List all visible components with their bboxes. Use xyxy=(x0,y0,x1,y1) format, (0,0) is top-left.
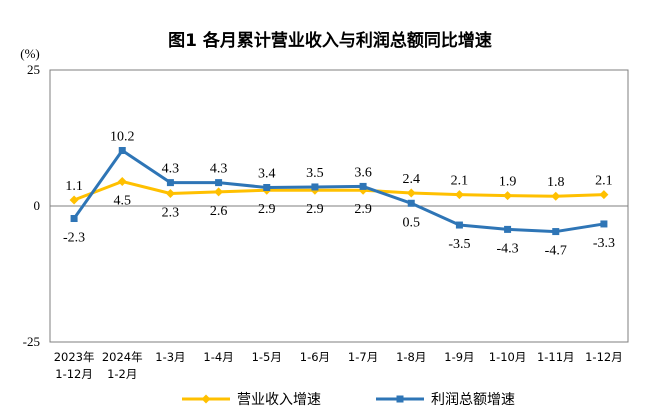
x-tick-label: 1-9月 xyxy=(444,350,474,364)
data-label: -3.5 xyxy=(448,237,470,252)
legend-label: 利润总额增速 xyxy=(431,392,515,408)
series-1-point xyxy=(214,187,224,197)
x-tick-label: 2023年 1-12月 xyxy=(54,350,95,381)
series-1-point xyxy=(551,191,561,201)
series-1-point xyxy=(406,188,416,198)
x-tick-label: 1-4月 xyxy=(203,350,233,364)
data-label: 4.3 xyxy=(162,162,180,177)
data-label: 3.5 xyxy=(306,166,324,181)
y-axis-unit: (%) xyxy=(20,46,40,61)
data-label: 4.3 xyxy=(210,162,228,177)
legend-swatch-marker xyxy=(201,394,211,404)
data-label: 2.9 xyxy=(306,202,324,217)
series-2-point xyxy=(504,225,512,233)
series-2-point xyxy=(455,221,463,229)
series-2-point xyxy=(407,199,415,207)
data-label: 4.5 xyxy=(114,194,132,209)
data-label: 3.4 xyxy=(258,167,276,182)
series-1-point xyxy=(117,177,127,187)
data-label: -4.7 xyxy=(545,244,567,259)
y-tick-label: 0 xyxy=(34,198,41,213)
data-label: -4.3 xyxy=(496,241,518,256)
data-label: 1.9 xyxy=(499,175,517,190)
series-2-point xyxy=(600,220,608,228)
x-tick-label: 1-3月 xyxy=(155,350,185,364)
series-1-point xyxy=(503,191,513,201)
x-tick-label: 1-6月 xyxy=(300,350,330,364)
data-label: 0.5 xyxy=(403,215,421,230)
data-label: 1.8 xyxy=(547,175,565,190)
series-1-point xyxy=(599,190,609,200)
series-2-point xyxy=(311,183,319,191)
series-line-2 xyxy=(72,149,605,234)
series-2-point xyxy=(118,147,126,155)
series-1-point xyxy=(69,195,79,205)
x-tick-label: 1-7月 xyxy=(348,350,378,364)
data-label: 2.1 xyxy=(595,174,613,189)
x-tick-label: 1-8月 xyxy=(396,350,426,364)
data-label: 2.6 xyxy=(210,204,228,219)
series-2-point xyxy=(70,215,78,223)
series-2-point xyxy=(359,182,367,190)
data-label: 2.3 xyxy=(162,205,180,220)
y-tick-label: -25 xyxy=(23,334,40,349)
series-2-point xyxy=(166,179,174,187)
data-label: -3.3 xyxy=(593,236,615,251)
series-1-point xyxy=(165,188,175,198)
x-tick-label: 1-11月 xyxy=(537,350,575,364)
data-label: 2.9 xyxy=(354,202,372,217)
series-2-point xyxy=(215,179,223,187)
x-tick-label: 2024年 1-2月 xyxy=(102,350,143,381)
chart-title: 图1 各月累计营业收入与利润总额同比增速 xyxy=(168,30,492,51)
legend-label: 营业收入增速 xyxy=(237,392,321,408)
data-label: 2.1 xyxy=(451,174,469,189)
series-2-point xyxy=(552,228,560,236)
x-tick-label: 1-10月 xyxy=(489,350,527,364)
series-2-point xyxy=(263,184,271,192)
series-1-point xyxy=(454,190,464,200)
data-label: 2.9 xyxy=(258,202,276,217)
y-tick-label: 25 xyxy=(27,62,40,77)
x-tick-label: 1-5月 xyxy=(252,350,282,364)
series-line-1 xyxy=(73,180,604,202)
data-label: 10.2 xyxy=(110,130,135,145)
x-tick-label: 1-12月 xyxy=(585,350,623,364)
data-label: 3.6 xyxy=(354,165,372,180)
data-label: -2.3 xyxy=(63,231,85,246)
data-label: 2.4 xyxy=(403,172,421,187)
data-label: 1.1 xyxy=(65,179,83,194)
legend-swatch-marker xyxy=(396,395,404,403)
